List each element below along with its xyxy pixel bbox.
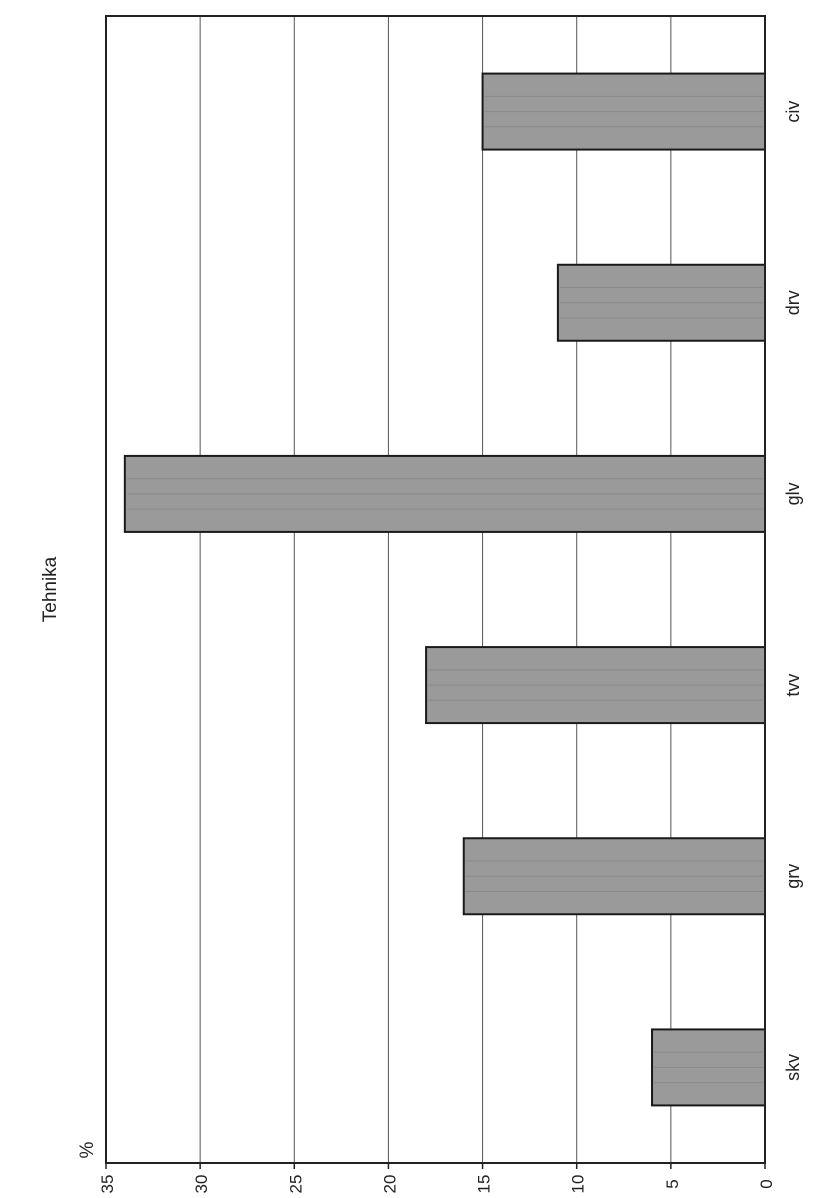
category-label: glv xyxy=(783,482,803,505)
tick-label: 10 xyxy=(569,1175,588,1194)
bars xyxy=(123,72,767,1107)
gridlines xyxy=(199,16,672,1163)
category-label: tvv xyxy=(783,674,803,697)
category-label: civ xyxy=(783,101,803,123)
plot-frame xyxy=(105,15,766,1164)
unit-label: % xyxy=(77,1141,98,1158)
category-label: drv xyxy=(783,290,803,315)
tick-label: 20 xyxy=(380,1175,399,1194)
tick-label: 0 xyxy=(757,1179,776,1188)
tick-label: 15 xyxy=(475,1175,494,1194)
tick-label: 30 xyxy=(192,1175,211,1194)
category-labels: skv grv tvv glv drv civ xyxy=(783,101,803,1081)
category-label: grv xyxy=(783,864,803,889)
category-label: skv xyxy=(783,1054,803,1081)
chart-title: Tehnika xyxy=(40,556,61,622)
tick-label: 25 xyxy=(286,1175,305,1194)
tick-label: 5 xyxy=(663,1179,682,1188)
tick-label: 35 xyxy=(98,1175,117,1194)
value-ticks: 0 5 10 15 20 25 30 35 xyxy=(98,1163,776,1193)
